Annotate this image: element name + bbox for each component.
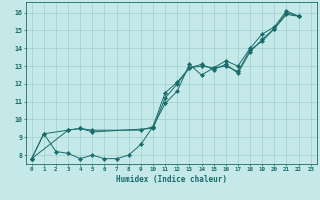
X-axis label: Humidex (Indice chaleur): Humidex (Indice chaleur) <box>116 175 227 184</box>
